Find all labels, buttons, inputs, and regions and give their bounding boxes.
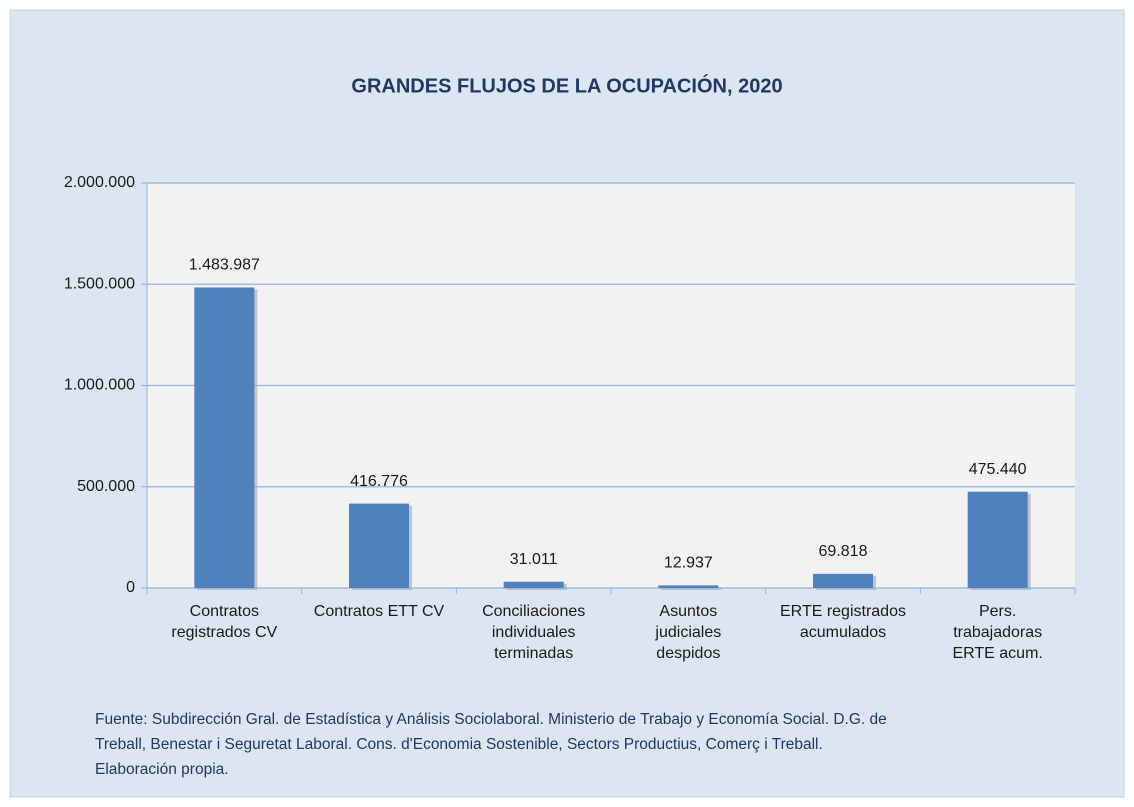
- bar: [967, 491, 1028, 588]
- y-tick-label: 0: [126, 579, 135, 596]
- y-tick-label: 1.000.000: [64, 377, 135, 394]
- x-tick-label: Pers. trabajadoras ERTE acum.: [952, 603, 1042, 662]
- bar-shadow: [661, 587, 722, 590]
- x-tick-label: ERTE registrados acumulados: [780, 603, 906, 641]
- data-label: 69.818: [819, 543, 868, 560]
- source-note: Elaboración propia.: [95, 761, 229, 778]
- bar: [658, 585, 719, 588]
- chart-title: GRANDES FLUJOS DE LA OCUPACIÓN, 2020: [351, 73, 782, 97]
- data-label: 31.011: [510, 551, 558, 568]
- y-tick-label: 2.000.000: [64, 174, 135, 191]
- y-tick-label: 1.500.000: [64, 275, 135, 292]
- bar: [349, 503, 409, 588]
- x-tick-label: Contratos registrados CV: [171, 603, 277, 641]
- source-note: Fuente: Subdirección Gral. de Estadístic…: [95, 711, 887, 728]
- data-label: 416.776: [350, 473, 408, 490]
- data-label: 1.483.987: [189, 257, 260, 274]
- data-label: 12.937: [664, 555, 713, 572]
- x-tick-label: Conciliaciones individuales terminadas: [482, 603, 585, 662]
- bar: [194, 287, 255, 588]
- bar: [813, 573, 873, 588]
- y-tick-label: 500.000: [77, 478, 135, 495]
- bar: [503, 581, 564, 588]
- x-tick-label: Contratos ETT CV: [314, 603, 445, 620]
- x-tick-label: Asuntos judiciales despidos: [654, 603, 721, 662]
- data-label: 475.440: [969, 461, 1027, 478]
- source-note: Treball, Benestar i Seguretat Laboral. C…: [95, 736, 823, 753]
